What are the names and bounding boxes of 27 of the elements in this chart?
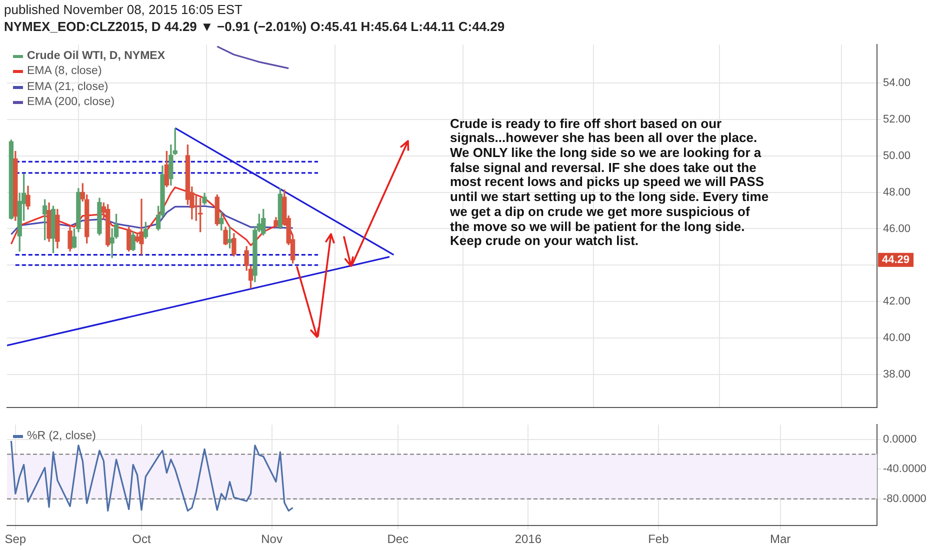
legend-label: %R (2, close) (27, 428, 96, 444)
y-tick-label: 38.00 (883, 368, 911, 381)
y-tick-label: 42.00 (883, 296, 911, 308)
y-tick-label: 46.00 (883, 222, 911, 235)
y-tick-label: 50.00 (883, 150, 911, 162)
x-tick-label: Dec (387, 532, 409, 546)
legend-label: EMA (200, close) (27, 95, 115, 110)
annotation: 44.29 (882, 254, 910, 266)
x-tick-label: Feb (648, 532, 670, 546)
y-tick-label: -40.0000 (883, 463, 926, 476)
text: Crude is ready to fire off short based on our signals...however she has been all over the place. We ONLY like the long side so we are looking for a false signal and reversal. IF she does take out the most recent lows and picks up speed we will PASS until we start setting up to the long side. Every time we get a dip on crude we get more suspicious of the move so we will be patient for the long side. Keep crude on your watch list. (450, 116, 769, 248)
legend-label: Crude Oil WTI, D, NYMEX (27, 48, 166, 64)
y-tick-label: -80.0000 (883, 492, 926, 505)
x-tick-label: Oct (132, 532, 152, 546)
y-tick-label: 54.00 (883, 76, 911, 89)
legend-label: EMA (21, close) (27, 80, 108, 95)
x-tick-label: Mar (770, 532, 791, 546)
y-tick-label: 52.00 (883, 113, 911, 126)
chart-title: published November 08, 2015 16:05 EST (4, 2, 242, 17)
y-tick-label: 48.00 (883, 186, 911, 198)
legend-label: EMA (8, close) (27, 64, 102, 80)
x-tick-label: Sep (4, 532, 26, 546)
chart-subtitle: NYMEX_EOD:CLZ2015, D 44.29 ▼ −0.91 (−2.01%) O:45.41 H:45.64 L:44.11 C:44.29 (4, 19, 505, 34)
y-tick-label: 40.00 (883, 332, 911, 344)
y-tick-label: 0.0000 (883, 433, 917, 446)
x-tick-label: 2016 (514, 532, 542, 546)
x-tick-label: Nov (261, 532, 282, 546)
